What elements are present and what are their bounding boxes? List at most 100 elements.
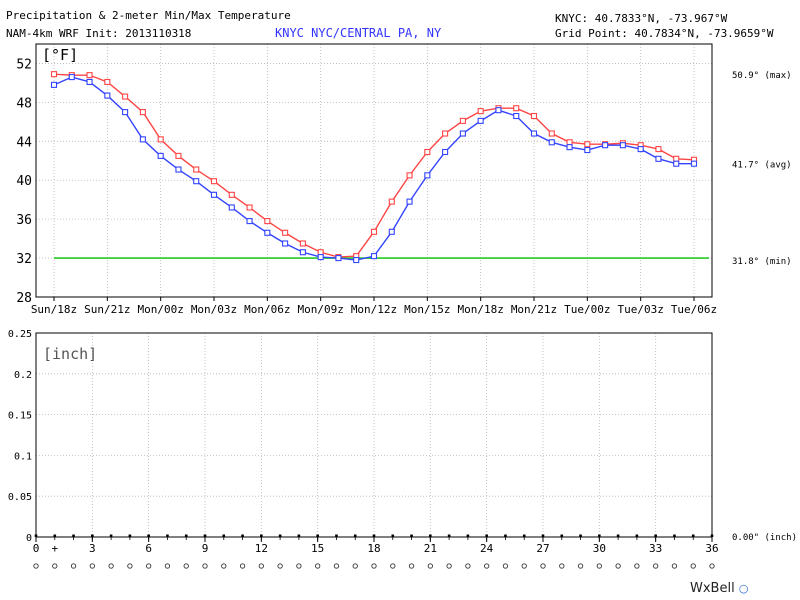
precip-xtick-label: 0 xyxy=(33,542,40,555)
weather-symbol-circle xyxy=(371,563,377,569)
precip-ytick-label: 0.2 xyxy=(14,370,32,381)
precip-bar xyxy=(485,534,488,537)
min-temp-point xyxy=(690,160,698,167)
precip-ytick-label: 0 xyxy=(26,533,32,544)
max-temp-point xyxy=(210,178,218,185)
temp-xtick-label: Mon/06z xyxy=(244,303,290,316)
temp-ytick-label: 28 xyxy=(16,291,32,306)
weather-symbol-circle xyxy=(615,563,621,569)
precip-bar xyxy=(410,534,413,537)
precip-bar xyxy=(147,534,150,537)
weather-symbol-circle xyxy=(484,563,490,569)
min-temp-point xyxy=(513,112,520,120)
max-temp-point xyxy=(388,198,395,205)
temp-ytick-label: 40 xyxy=(16,174,32,189)
max-temp-point xyxy=(477,108,484,115)
weather-symbol-circle xyxy=(408,563,415,569)
model-init-label: NAM-4km WRF Init: 2013110318 xyxy=(6,27,192,40)
precip-bar xyxy=(560,534,564,537)
precip-bar xyxy=(72,534,75,537)
weather-symbol-circle xyxy=(296,563,302,569)
precip-bar xyxy=(391,534,395,537)
precip-bar xyxy=(335,534,338,537)
min-temp-point xyxy=(477,117,484,124)
max-temp-point xyxy=(442,130,449,137)
temp-ytick-label: 44 xyxy=(16,135,32,150)
precip-xtick-label: 24 xyxy=(480,542,494,555)
max-temp-point xyxy=(655,146,662,153)
precip-xtick-label: 21 xyxy=(424,542,437,555)
min-temp-point xyxy=(68,74,75,81)
precip-bar xyxy=(429,534,432,537)
precip-bar xyxy=(297,534,301,537)
brand-logo: WxBell ○ xyxy=(690,581,749,596)
location-label: KNYC NYC/CENTRAL PA, NY xyxy=(275,26,442,40)
min-temp-point xyxy=(548,139,555,146)
weather-symbol-circle xyxy=(33,563,39,569)
temp-ytick-label: 48 xyxy=(16,96,32,111)
max-temp-point xyxy=(122,93,129,100)
temp-xtick-label: Mon/18z xyxy=(457,303,503,316)
min-temp-point xyxy=(210,191,218,198)
weather-symbol-circle xyxy=(653,563,659,569)
max-temp-label: 50.9° (max) xyxy=(732,71,792,81)
weather-symbol-circle xyxy=(277,563,283,569)
max-temp-point xyxy=(424,148,431,156)
weather-symbol-circle xyxy=(671,563,678,569)
weather-symbol-circle xyxy=(446,563,452,569)
temp-ytick-label: 52 xyxy=(16,57,32,72)
max-temp-point xyxy=(673,155,680,162)
precip-bar xyxy=(447,534,451,537)
min-temp-point xyxy=(442,148,449,156)
precip-xtick-label: 36 xyxy=(705,542,718,555)
max-temp-point xyxy=(157,136,164,143)
weather-symbol-circle xyxy=(427,563,433,569)
weather-symbol-circle xyxy=(577,563,584,569)
temperature-panel: 28 32 36 40 44 48 52 [°F] Sun/18z Sun/21z Mon/00z M… xyxy=(16,43,792,316)
weather-symbol-circle xyxy=(559,563,565,569)
weather-symbol-circle xyxy=(465,563,471,569)
temp-xtick-label: Mon/21z xyxy=(511,303,557,316)
precip-bar xyxy=(654,534,657,537)
precip-bar xyxy=(616,534,620,537)
temp-xtick-label: Mon/12z xyxy=(351,303,397,316)
avg-temp-label: 41.7° (avg) xyxy=(732,161,792,171)
precip-bar xyxy=(353,534,357,537)
min-temp-point xyxy=(459,130,466,137)
precip-bar xyxy=(128,534,132,537)
weather-symbol-circle xyxy=(239,563,246,569)
precip-bar xyxy=(203,534,207,537)
precip-xtick-label: 3 xyxy=(89,542,96,555)
precip-bar xyxy=(53,534,57,537)
weather-symbol-circle xyxy=(540,563,546,569)
min-temp-point xyxy=(122,109,129,116)
precip-bar xyxy=(598,534,601,537)
max-temp-point xyxy=(282,229,289,236)
precip-xtick-label: 6 xyxy=(145,542,152,555)
min-temp-point xyxy=(86,78,93,85)
precip-bar xyxy=(278,534,282,537)
precip-bar xyxy=(541,534,545,537)
min-temp-point xyxy=(104,92,111,99)
temp-xtick-label: Mon/15z xyxy=(404,303,450,316)
weather-symbol-circle xyxy=(70,563,77,569)
min-temp-point xyxy=(637,146,644,153)
max-temp-point xyxy=(317,249,324,256)
weather-symbol-circle xyxy=(690,563,696,569)
min-temp-point xyxy=(673,160,680,167)
precip-bar xyxy=(91,534,94,537)
min-temp-point xyxy=(139,136,146,143)
precip-bar xyxy=(166,534,169,537)
precip-bar xyxy=(184,534,188,537)
temp-xtick-label: Mon/03z xyxy=(191,303,237,316)
precip-xtick-label: 30 xyxy=(593,542,606,555)
min-temp-point xyxy=(246,218,253,225)
max-temp-point xyxy=(566,139,573,146)
min-temp-point xyxy=(282,240,289,247)
weather-symbol-circle xyxy=(89,563,95,569)
precip-bar xyxy=(579,534,582,537)
max-temp-point xyxy=(86,72,93,79)
precip-ytick-label: 0.1 xyxy=(14,451,32,462)
min-temp-point xyxy=(566,144,573,151)
min-temp-label: 31.8° (min) xyxy=(732,257,792,267)
